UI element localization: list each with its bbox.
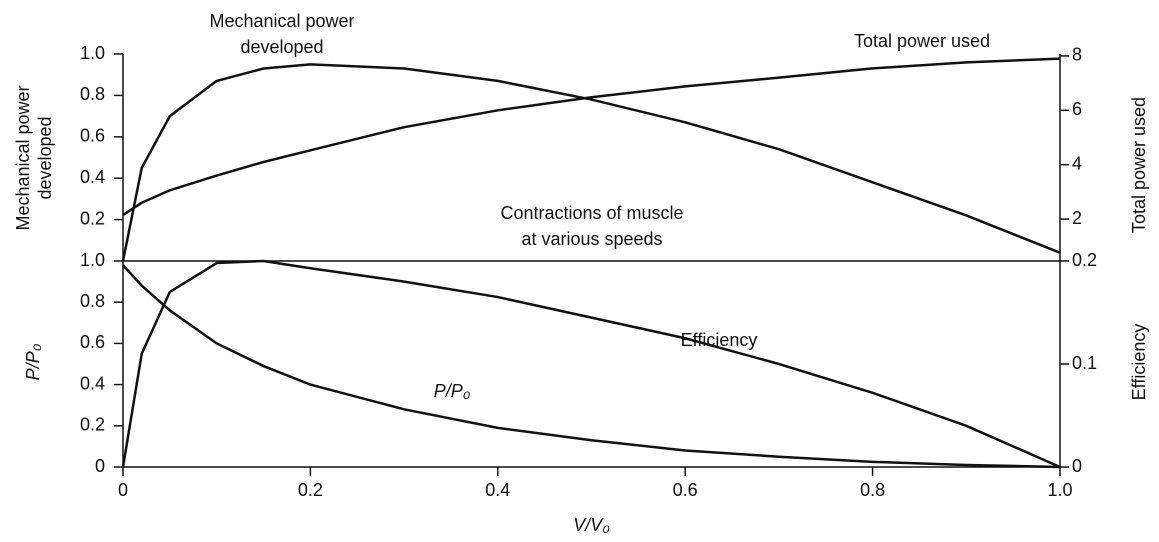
series-line — [121, 259, 1061, 469]
y-tick-label: 0.4 — [80, 167, 105, 187]
y2-axis-label: Total power used — [1129, 97, 1149, 233]
y-axis-label: P/P₀ — [23, 343, 43, 380]
y2-tick-label: 6 — [1072, 99, 1082, 119]
y2-tick-label: 0.1 — [1072, 353, 1097, 373]
y-tick-label: 0.2 — [80, 415, 105, 435]
y2-axis-label: Efficiency — [1129, 324, 1149, 401]
y-tick-label: 1.0 — [80, 43, 105, 63]
y-tick-label: 0.6 — [80, 126, 105, 146]
y-tick-label: 0.4 — [80, 373, 105, 393]
annotation: developed — [240, 37, 323, 57]
annotation: Efficiency — [681, 330, 758, 350]
y-tick-label: 1.0 — [80, 250, 105, 270]
y-axis-label: Mechanical power — [13, 85, 33, 230]
x-tick-label: 0.8 — [860, 480, 885, 500]
annotation: Total power used — [854, 31, 990, 51]
x-tick-label: 0.4 — [485, 480, 510, 500]
y-tick-label: 0.6 — [80, 332, 105, 352]
x-tick-label: 0.2 — [298, 480, 323, 500]
y-tick-label: 0.8 — [80, 291, 105, 311]
y2-tick-label: 0.2 — [1072, 250, 1097, 270]
y-tick-label: 0.8 — [80, 84, 105, 104]
y-tick-label: 0 — [95, 456, 105, 476]
x-tick-label: 1.0 — [1047, 480, 1072, 500]
x-tick-label: 0 — [118, 480, 128, 500]
y-tick-label: 0.2 — [80, 208, 105, 228]
annotation: P/P₀ — [434, 381, 471, 401]
chart-title: at various speeds — [521, 229, 662, 249]
y2-tick-label: 4 — [1072, 153, 1082, 173]
annotation: Mechanical power — [209, 11, 354, 31]
series-line — [122, 57, 1061, 217]
x-tick-label: 0.6 — [673, 480, 698, 500]
x-axis-label: V/V₀ — [573, 515, 610, 535]
y-axis-label: developed — [35, 116, 55, 199]
series-line — [121, 63, 1061, 262]
y2-tick-label: 2 — [1072, 208, 1082, 228]
y2-tick-label: 8 — [1072, 45, 1082, 65]
series-line — [122, 264, 1061, 469]
chart-title: Contractions of muscle — [500, 203, 683, 223]
y2-tick-label: 0 — [1072, 456, 1082, 476]
